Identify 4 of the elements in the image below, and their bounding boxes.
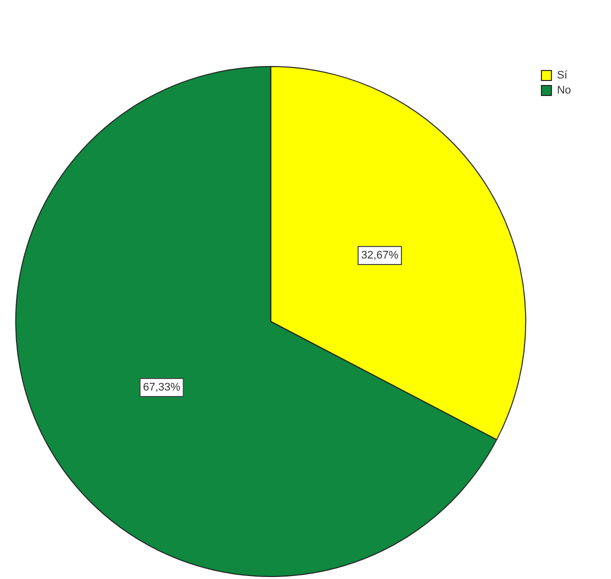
legend-label: No (556, 84, 571, 97)
data-label: 67,33% (142, 382, 181, 394)
legend-label: Sí (556, 70, 568, 82)
data-label: 32,67% (361, 249, 399, 262)
